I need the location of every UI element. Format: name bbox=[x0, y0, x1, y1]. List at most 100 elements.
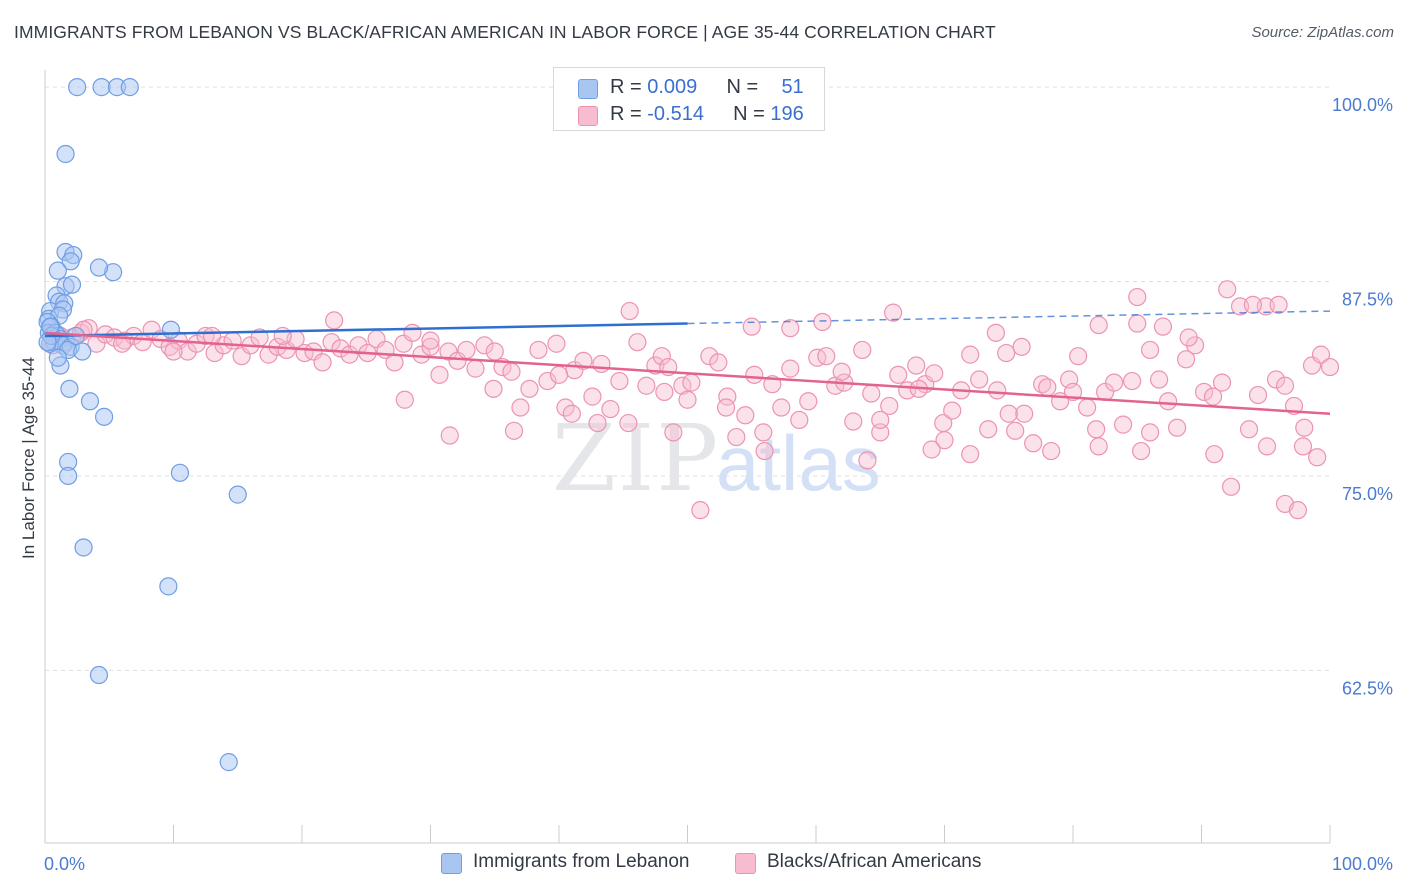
pink-point-170 bbox=[1288, 501, 1307, 520]
blue-point-0 bbox=[68, 78, 87, 97]
pink-point-79 bbox=[754, 423, 773, 442]
pink-point-69 bbox=[664, 423, 683, 442]
pink-point-72 bbox=[691, 501, 710, 520]
pink-point-171 bbox=[1295, 418, 1314, 437]
pink-point-110 bbox=[1033, 375, 1052, 394]
blue-point-33 bbox=[161, 320, 181, 339]
legend-r-value: 0.009 bbox=[647, 76, 698, 98]
pink-point-158 bbox=[716, 398, 736, 417]
pink-point-60 bbox=[583, 387, 602, 406]
pink-point-161 bbox=[395, 390, 414, 409]
pink-point-175 bbox=[961, 445, 980, 464]
pink-point-155 bbox=[1128, 287, 1147, 307]
y-tick-label-0: 62.5% bbox=[1342, 678, 1393, 698]
pink-point-167 bbox=[1140, 423, 1160, 442]
legend-n-value: 51 bbox=[781, 76, 804, 98]
pink-point-178 bbox=[549, 365, 569, 384]
blue-point-50 bbox=[48, 348, 67, 367]
pink-point-62 bbox=[601, 399, 620, 419]
legend-r-label: R = bbox=[610, 76, 648, 98]
pink-point-59 bbox=[574, 351, 593, 370]
pink-point-191 bbox=[1320, 357, 1340, 377]
pink-point-49 bbox=[484, 379, 503, 398]
watermark: ZIP atlas bbox=[552, 405, 881, 512]
pink-series-points bbox=[43, 280, 1340, 520]
bottom-legend-label-black: Blacks/African Americans bbox=[767, 851, 982, 872]
pink-point-115 bbox=[1078, 398, 1097, 417]
pink-point-188 bbox=[678, 390, 697, 409]
pink-point-98 bbox=[925, 364, 944, 383]
correlation-legend: R = 0.009 N = 51 R = -0.514 N = 196 bbox=[553, 67, 825, 131]
pink-point-51 bbox=[502, 362, 521, 381]
legend-n-label: N = bbox=[726, 76, 764, 98]
blue-point-44 bbox=[159, 577, 178, 596]
pink-point-96 bbox=[907, 356, 926, 375]
pink-point-172 bbox=[1308, 448, 1327, 467]
y-axis-label: In Labor Force | Age 35-44 bbox=[19, 357, 38, 559]
pink-point-55 bbox=[538, 371, 557, 391]
pink-point-130 bbox=[1212, 373, 1232, 392]
pink-point-40 bbox=[403, 323, 422, 342]
pink-point-163 bbox=[742, 317, 761, 336]
pink-point-63 bbox=[610, 371, 629, 391]
pink-point-107 bbox=[1006, 421, 1025, 440]
pink-point-156 bbox=[999, 404, 1018, 423]
blue-series-points bbox=[38, 78, 247, 772]
x-tick-label-1: 100.0% bbox=[1332, 854, 1393, 874]
pink-point-20 bbox=[223, 331, 242, 350]
pink-point-139 bbox=[1293, 437, 1313, 456]
pink-point-136 bbox=[1266, 370, 1286, 389]
pink-point-54 bbox=[529, 340, 548, 360]
pink-point-123 bbox=[1149, 370, 1169, 389]
bottom-legend-swatch-pink bbox=[735, 853, 756, 874]
pink-point-124 bbox=[1158, 392, 1178, 411]
pink-point-84 bbox=[799, 392, 818, 411]
pink-point-126 bbox=[1176, 350, 1196, 369]
y-tick-label-3: 100.0% bbox=[1332, 95, 1393, 115]
pink-point-134 bbox=[1248, 385, 1268, 405]
pink-point-66 bbox=[637, 376, 656, 395]
pink-point-100 bbox=[943, 401, 962, 420]
pink-point-152 bbox=[1269, 295, 1288, 314]
pink-point-114 bbox=[1069, 347, 1088, 366]
pink-point-74 bbox=[709, 353, 728, 372]
pink-point-94 bbox=[889, 365, 908, 384]
bottom-legend-label-lebanon: Immigrants from Lebanon bbox=[473, 851, 690, 872]
pink-point-53 bbox=[520, 379, 539, 398]
pink-point-187 bbox=[755, 441, 774, 461]
pink-point-61 bbox=[592, 354, 611, 374]
pink-point-42 bbox=[421, 337, 440, 356]
pink-point-141 bbox=[1311, 345, 1331, 364]
pink-point-144 bbox=[485, 342, 504, 361]
pink-point-90 bbox=[853, 340, 872, 360]
blue-point-7 bbox=[61, 252, 80, 271]
legend-swatch-pink bbox=[578, 106, 598, 126]
pink-point-121 bbox=[1132, 441, 1151, 461]
blue-trend-line-extension bbox=[687, 310, 1331, 325]
watermark-zip: ZIP bbox=[552, 405, 720, 512]
blue-point-41 bbox=[170, 463, 190, 482]
x-tick-label-0: 0.0% bbox=[44, 854, 85, 874]
pink-point-85 bbox=[808, 348, 827, 367]
legend-n-value: 196 bbox=[770, 103, 804, 125]
pink-point-148 bbox=[986, 323, 1006, 342]
blue-point-1 bbox=[92, 78, 111, 97]
pink-point-176 bbox=[813, 312, 832, 332]
pink-point-106 bbox=[997, 343, 1016, 363]
axes bbox=[44, 70, 1331, 844]
pink-point-77 bbox=[736, 406, 755, 425]
legend-r-label: R = bbox=[610, 103, 648, 125]
pink-point-164 bbox=[832, 362, 851, 381]
pink-point-104 bbox=[979, 420, 998, 439]
blue-point-40 bbox=[59, 466, 78, 486]
pink-point-135 bbox=[1257, 437, 1277, 456]
pink-point-189 bbox=[588, 413, 607, 433]
y-tick-labels: 62.5% 75.0% 87.5% 100.0% bbox=[1332, 95, 1393, 698]
blue-point-3 bbox=[120, 78, 139, 97]
pink-point-186 bbox=[858, 451, 877, 470]
pink-point-159 bbox=[562, 404, 581, 423]
pink-point-125 bbox=[1167, 418, 1187, 437]
y-tick-label-2: 87.5% bbox=[1342, 290, 1393, 310]
pink-point-56 bbox=[547, 334, 566, 353]
pink-point-145 bbox=[652, 347, 671, 366]
